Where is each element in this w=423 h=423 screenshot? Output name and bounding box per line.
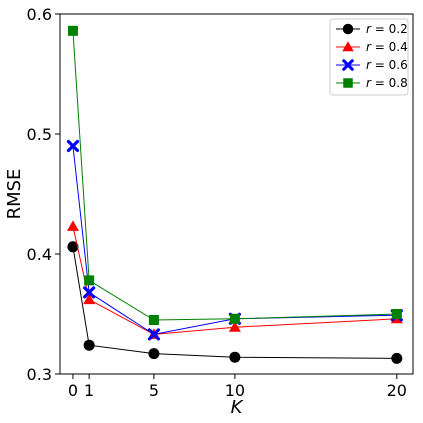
- data-point: [67, 25, 78, 36]
- legend-label: r = 0.6: [366, 58, 408, 72]
- x-tick-label: 0: [68, 381, 78, 400]
- data-point: [229, 313, 240, 324]
- legend-label: r = 0.2: [366, 22, 408, 36]
- y-tick-label: 0.5: [27, 125, 52, 144]
- y-axis-ticks: 0.3 0.4 0.5 0.6: [27, 5, 60, 384]
- legend-marker: [342, 59, 354, 71]
- series-0.8: [67, 25, 402, 325]
- x-tick-label: 1: [84, 381, 94, 400]
- data-point: [83, 286, 96, 299]
- plot-content: [66, 25, 403, 364]
- legend-item: r = 0.8: [336, 76, 408, 90]
- data-point: [66, 220, 79, 231]
- data-point: [229, 351, 241, 363]
- data-point: [228, 321, 241, 332]
- data-point: [391, 309, 402, 319]
- x-axis-ticks: 0 1 5 10 20: [68, 374, 407, 400]
- data-point: [148, 348, 160, 360]
- x-tick-label: 20: [387, 381, 407, 400]
- x-tick-label: 5: [149, 381, 159, 400]
- data-point: [148, 315, 159, 325]
- data-point: [83, 293, 96, 305]
- legend-marker: [343, 78, 353, 88]
- legend-box: [329, 18, 409, 96]
- legend-marker: [342, 41, 354, 52]
- data-point: [83, 339, 95, 351]
- legend-label: r = 0.8: [366, 76, 408, 90]
- data-point: [84, 275, 95, 286]
- legend-marker: [342, 23, 354, 35]
- plot-frame: [59, 13, 414, 375]
- series-0.2: [67, 241, 403, 364]
- legend-items: r = 0.2 r = 0.4 r = 0.6 r = 0.8: [336, 22, 408, 90]
- legend-item: r = 0.4: [336, 40, 408, 54]
- x-tick-label: 10: [225, 381, 245, 400]
- y-axis-title: RMSE: [4, 169, 25, 220]
- legend-item: r = 0.6: [336, 58, 408, 72]
- data-point: [147, 328, 161, 341]
- y-tick-label: 0.4: [27, 245, 52, 264]
- y-tick-label: 0.6: [27, 5, 52, 24]
- data-point: [391, 352, 403, 364]
- legend-item: r = 0.2: [336, 22, 408, 36]
- legend: r = 0.2 r = 0.4 r = 0.6 r = 0.8: [329, 18, 409, 96]
- x-axis-title: K: [231, 397, 244, 418]
- legend-label: r = 0.4: [366, 40, 408, 54]
- data-point: [67, 241, 79, 253]
- data-point: [66, 139, 80, 153]
- y-tick-label: 0.3: [27, 365, 52, 384]
